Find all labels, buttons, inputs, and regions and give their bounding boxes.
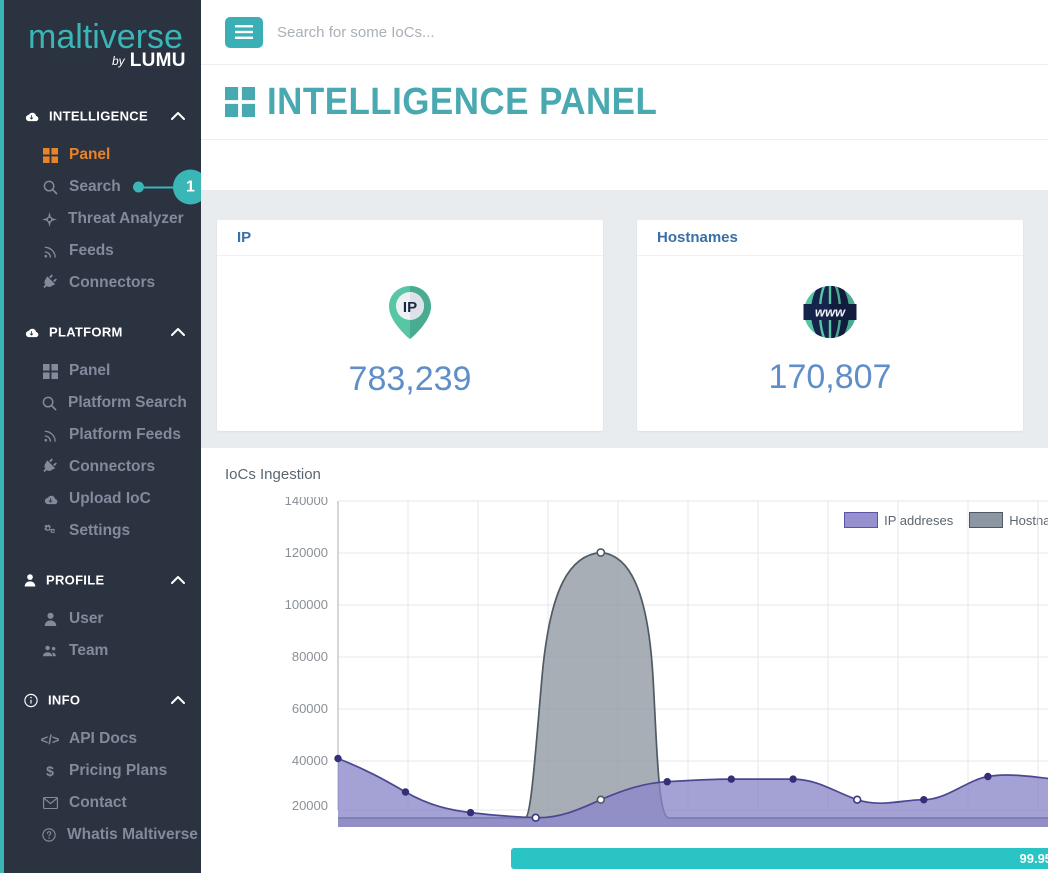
svg-text:80000: 80000: [292, 649, 328, 664]
svg-text:IP: IP: [403, 299, 417, 316]
svg-text:20000: 20000: [292, 798, 328, 813]
svg-text:40000: 40000: [292, 753, 328, 768]
svg-text:www: www: [815, 304, 846, 319]
svg-text:100000: 100000: [285, 597, 328, 612]
svg-text:120000: 120000: [285, 545, 328, 560]
svg-text:140000: 140000: [285, 497, 328, 508]
svg-text:60000: 60000: [292, 701, 328, 716]
